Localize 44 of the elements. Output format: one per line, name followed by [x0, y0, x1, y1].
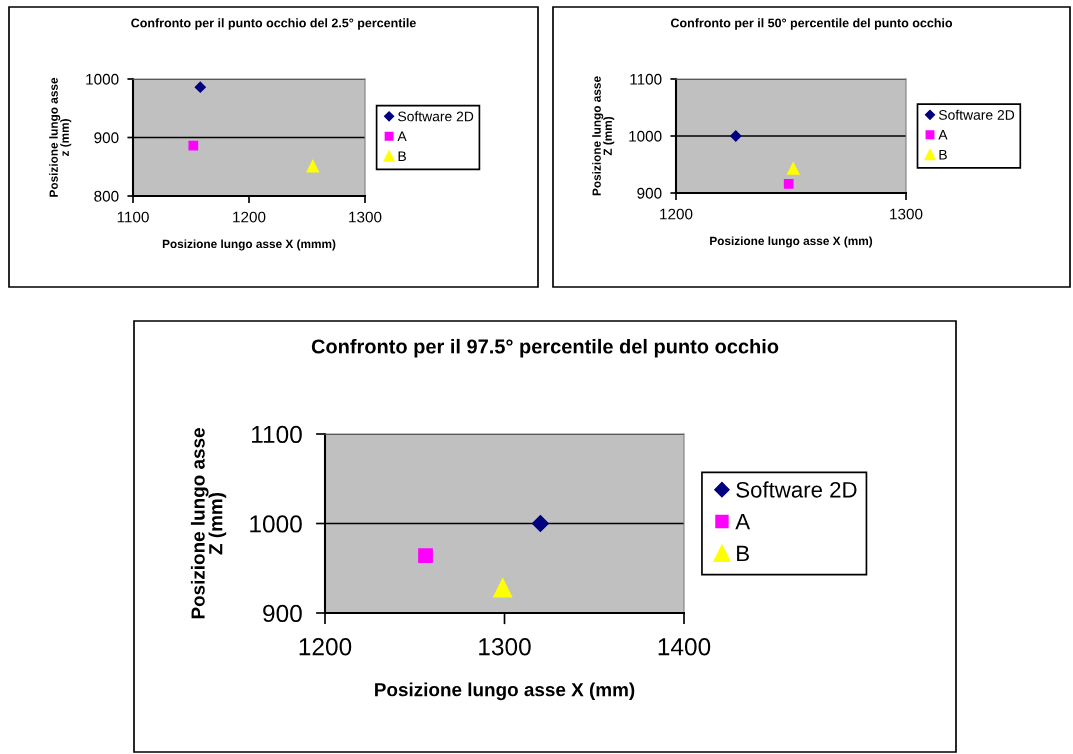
legend-label: A	[735, 513, 751, 530]
x-tick-label: 1200	[233, 211, 266, 223]
y-tick-label: 800	[94, 190, 119, 202]
y-axis-title: Posizione lungo asse Z (mm)	[592, 76, 615, 196]
y-tick-label: 1100	[630, 73, 662, 85]
x-axis-title: Posizione lungo asse X (mmm)	[162, 239, 336, 251]
point	[493, 578, 513, 598]
legend-label: Software 2D	[398, 111, 474, 122]
x-tick-label: 1200	[660, 208, 693, 220]
legend-label: Software 2D	[938, 109, 1015, 120]
x-tick-label: 1300	[479, 638, 531, 656]
x-tick-label: 1200	[299, 638, 352, 656]
x-tick-label: 1300	[890, 208, 923, 220]
legend-label: Software 2D	[736, 481, 857, 498]
chart-title: Confronto per il 97.5° percentile del punto occhio	[311, 338, 779, 358]
x-axis-title: Posizione lungo asse X (mm)	[375, 682, 635, 701]
y-axis-title: Posizione lungo asse z (mm)	[49, 77, 72, 197]
legend-label: A	[397, 131, 407, 142]
x-axis-title: Posizione lungo asse X (mm)	[710, 236, 873, 248]
x-tick-label: 1400	[658, 638, 711, 656]
legend-label: A	[938, 130, 948, 140]
y-tick-label: 1100	[252, 425, 302, 444]
y-axis-title: Posizione lungo asse Z (mm)	[190, 428, 227, 619]
legend-label: B	[398, 151, 406, 161]
point	[783, 179, 794, 189]
point	[787, 162, 800, 175]
chart-title: Confronto per il 50° percentile del punto occhio	[670, 18, 953, 30]
x-tick-label: 1300	[349, 211, 382, 223]
point	[306, 159, 320, 173]
chart-title: Confronto per il punto occhio del 2.5° percentile	[131, 18, 416, 30]
legend-label: B	[737, 545, 749, 562]
point	[194, 81, 206, 93]
y-tick-label: 900	[263, 604, 302, 623]
y-tick-label: 1000	[86, 73, 119, 85]
point	[188, 140, 199, 151]
point	[418, 548, 433, 564]
y-tick-label: 900	[94, 132, 119, 144]
x-tick-label: 1100	[117, 211, 149, 223]
legend-label: B	[939, 149, 947, 160]
y-tick-label: 900	[637, 187, 662, 199]
point	[531, 514, 549, 533]
point	[730, 130, 742, 142]
y-tick-label: 1000	[629, 130, 662, 142]
y-tick-label: 1000	[250, 515, 302, 533]
